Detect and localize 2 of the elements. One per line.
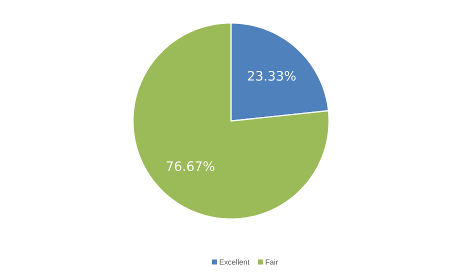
data-label: 23.33% — [248, 70, 296, 81]
data-label: 76.67% — [166, 161, 214, 172]
